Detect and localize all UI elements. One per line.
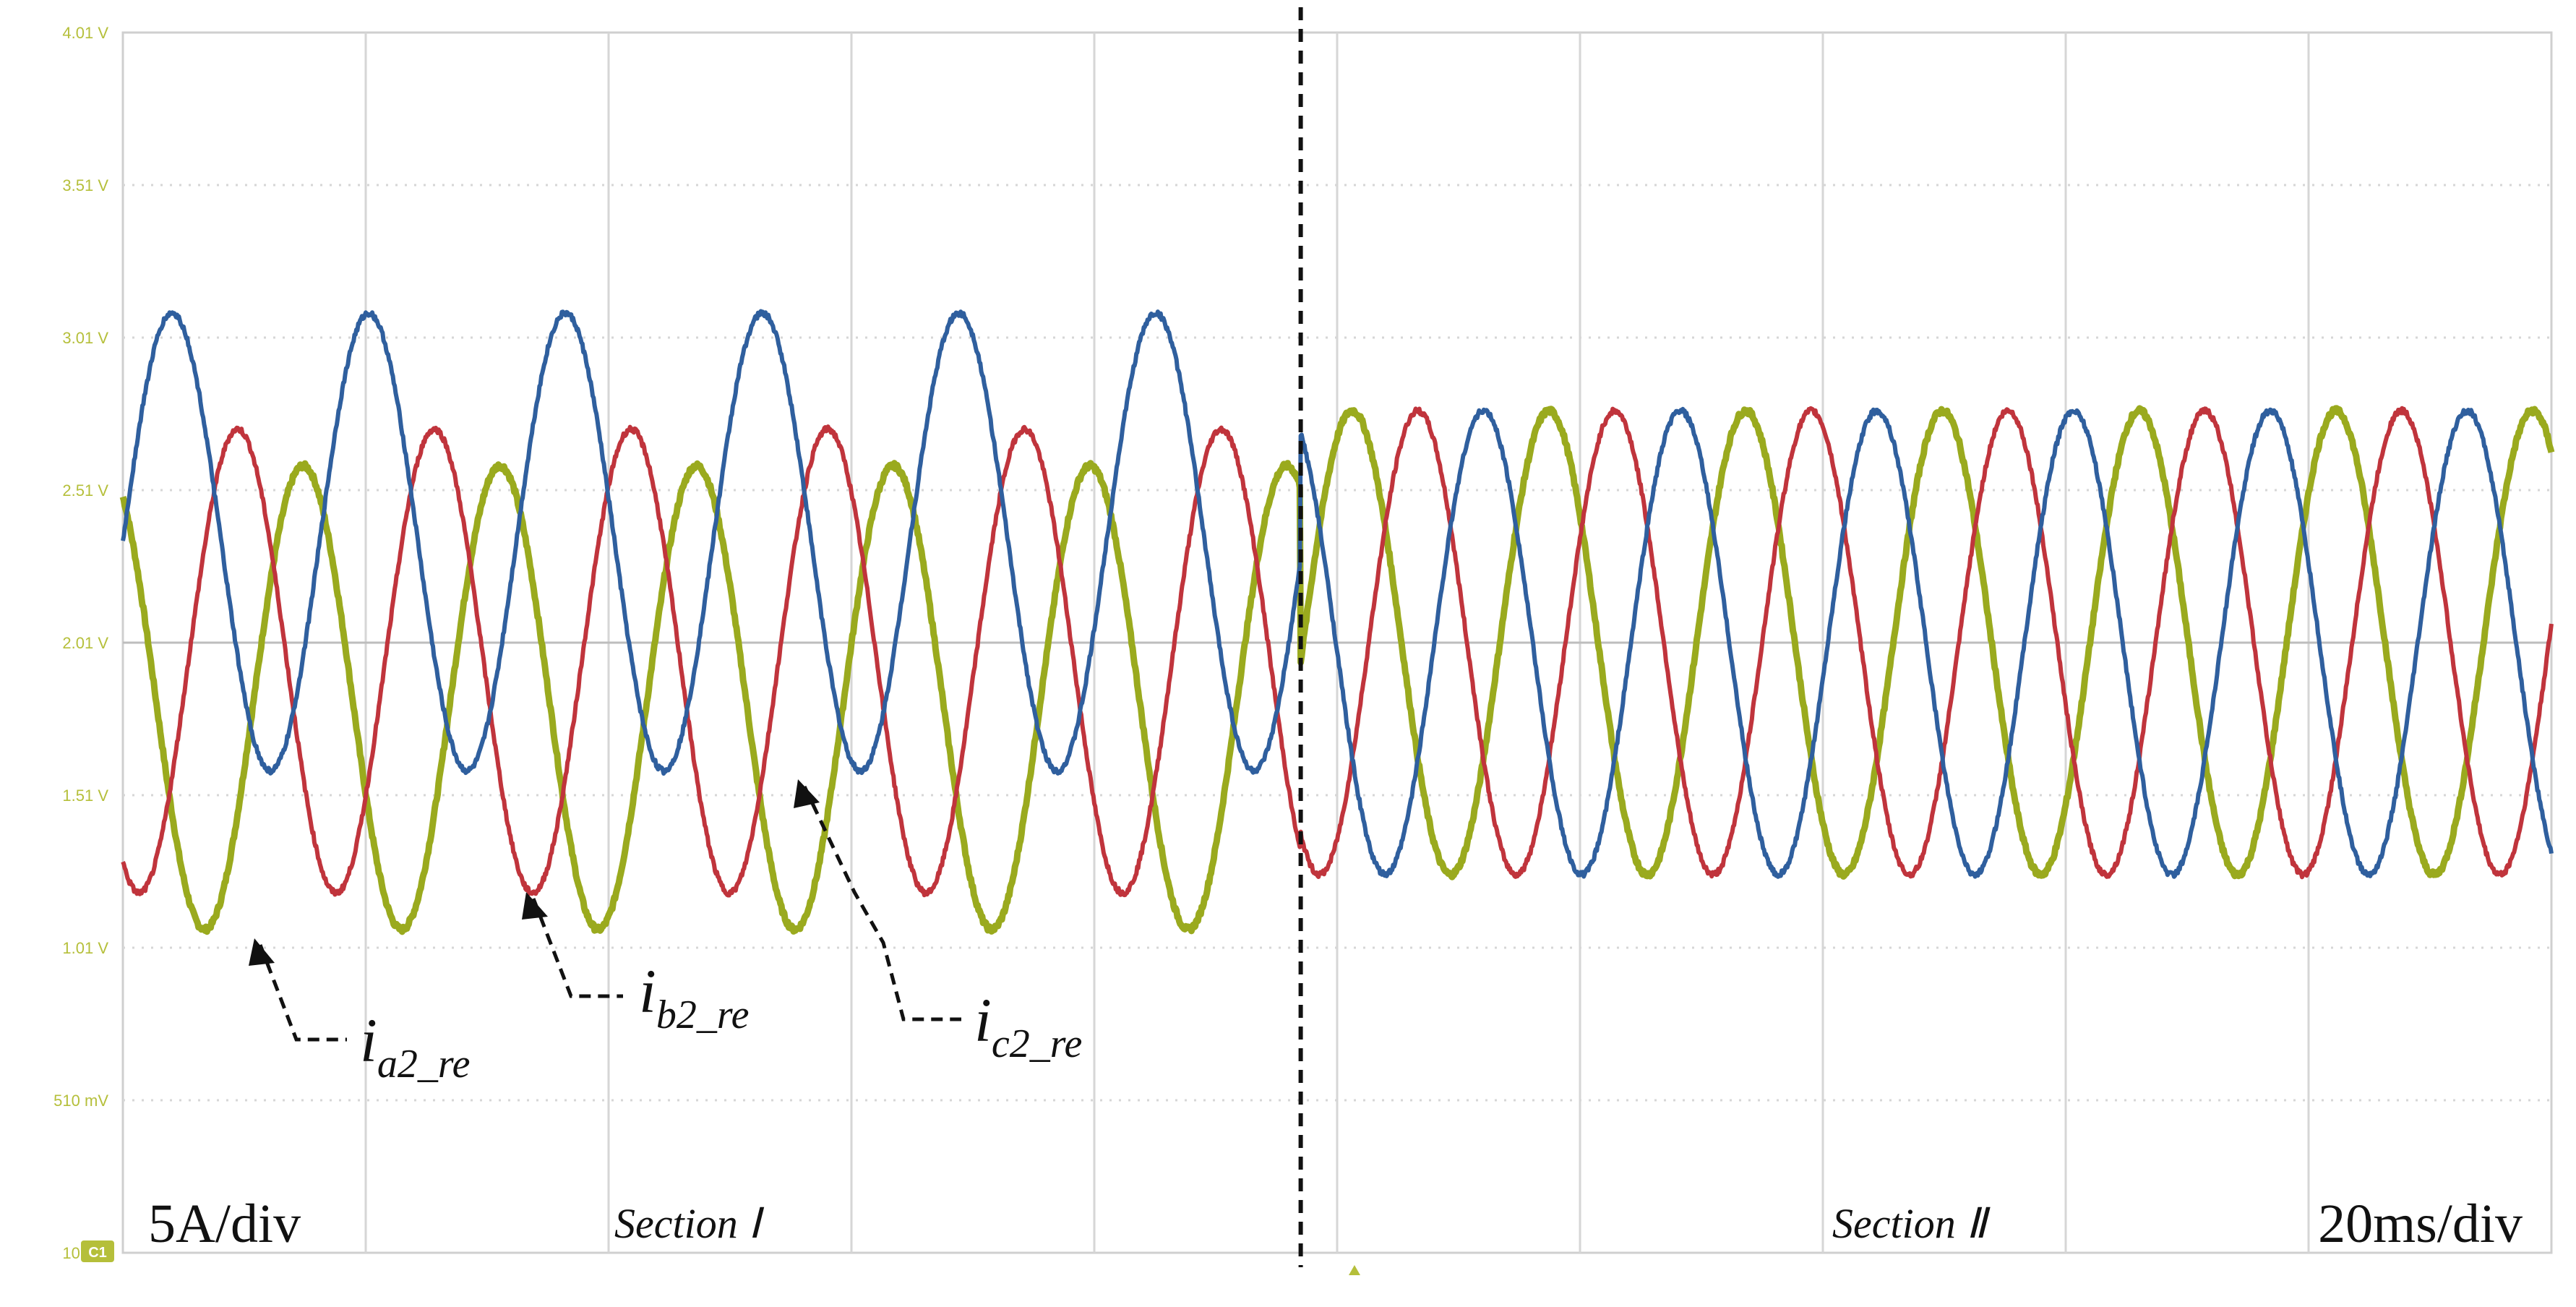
trace-i-a2_re [119, 405, 2555, 935]
arrowhead-ib2 [522, 892, 548, 920]
trace-i-b2_re [121, 406, 2554, 898]
channel-marker-box [81, 1240, 114, 1262]
channel-marker: C1 [81, 1240, 114, 1262]
section-1-label: Section Ⅰ [614, 1200, 764, 1247]
y-tick-label: 1.01 V [62, 939, 108, 957]
label-ia2: ia2_re [249, 938, 470, 1087]
y-tick-label: 1.51 V [62, 787, 108, 805]
label-ia2-text: ia2_re [360, 1006, 470, 1087]
label-ic2: ic2_re [794, 779, 1082, 1066]
arrowhead-ia2 [249, 938, 275, 966]
channel-marker-text: C1 [88, 1245, 107, 1261]
y-tick-label: 510 mV [53, 1092, 108, 1110]
leader-ib2 [531, 898, 623, 998]
label-ib2: ib2_re [522, 892, 749, 1037]
y-tick-label: 3.51 V [62, 176, 108, 194]
arrowhead-ic2 [794, 779, 820, 808]
y-tick-label: 3.01 V [62, 329, 108, 347]
label-ic2-text: ic2_re [974, 985, 1082, 1066]
trace-i-c2_re [121, 309, 2554, 879]
y-tick-label: 2.01 V [62, 634, 108, 652]
section-2-label: Section Ⅱ [1832, 1200, 1991, 1247]
current-scale-label: 5A/div [148, 1194, 301, 1254]
y-tick-label: 4.01 V [62, 24, 108, 42]
time-scale-label: 20ms/div [2318, 1194, 2523, 1254]
trigger-marker-icon [1349, 1265, 1360, 1275]
leader-ic2 [802, 785, 961, 1021]
grid [121, 31, 2553, 1254]
traces [119, 309, 2555, 935]
leader-ia2 [258, 944, 347, 1042]
y-tick-label: 2.51 V [62, 481, 108, 500]
label-ib2-text: ib2_re [639, 956, 749, 1037]
